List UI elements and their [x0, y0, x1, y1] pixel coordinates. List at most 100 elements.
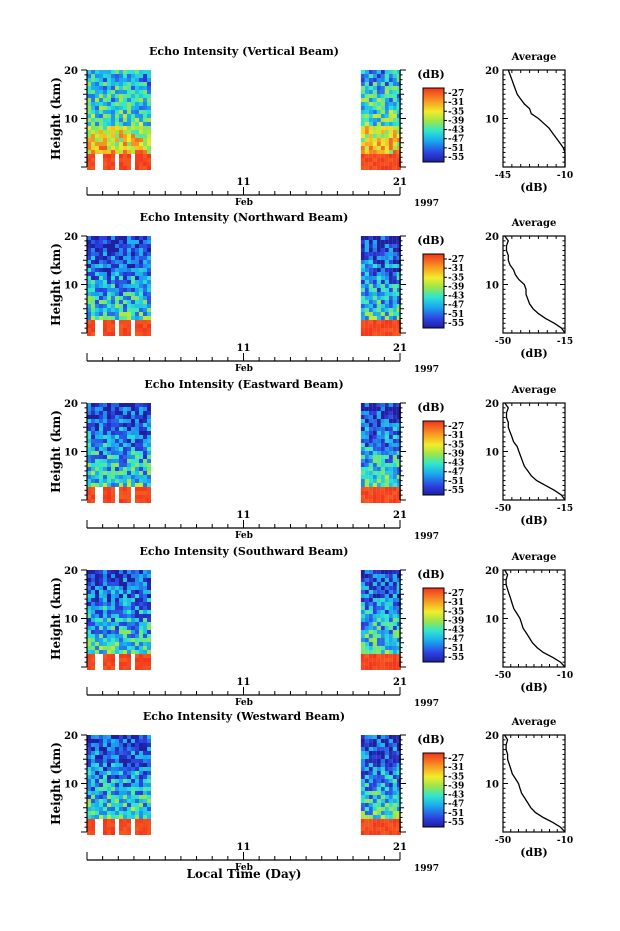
panel-title: Echo Intensity (Southward Beam) [140, 545, 349, 558]
y-axis-label: Height (km) [49, 410, 63, 493]
time-tick-label: 11 [237, 343, 251, 354]
colorbar-tick-label: -47 [448, 800, 464, 810]
profile-frame [502, 734, 566, 833]
heatmap-cells [87, 735, 401, 835]
colorbar-tick-label: -39 [448, 616, 464, 626]
profile-title: Average [511, 218, 557, 229]
month-label: Feb [235, 698, 253, 708]
profile-x-tick-label: -45 [495, 171, 511, 181]
average-profile: Average 10 20 -50 -15 (dB) [485, 385, 573, 527]
colorbar-tick-label: -51 [448, 477, 464, 487]
colorbar-tick-label: -35 [448, 107, 464, 117]
colorbar-tick-label: -55 [448, 153, 464, 163]
y-tick-label: 20 [64, 66, 78, 77]
y-axis-label: Height (km) [49, 77, 63, 160]
profile-frame [502, 69, 566, 168]
panel-westward-beam: Echo Intensity (Westward Beam)1020Height… [49, 710, 573, 874]
colorbar-tick-label: -31 [448, 763, 464, 773]
y-tick-label: 20 [64, 731, 78, 742]
colorbar-tick-label: -47 [448, 135, 464, 145]
time-tick-label: 21 [393, 343, 407, 354]
profile-y-tick-label: 10 [485, 780, 499, 791]
y-tick-label: 10 [64, 615, 78, 626]
colorbar-tick-label: -43 [448, 292, 464, 302]
profile-y-tick-label: 20 [485, 566, 499, 577]
profile-line [504, 569, 566, 668]
profile-x-tick-label: -50 [495, 671, 511, 681]
panel-southward-beam: Echo Intensity (Southward Beam) 10 20 Heigh… [49, 545, 573, 709]
colorbar-tick-label: -51 [448, 310, 464, 320]
y-axis-label: Height (km) [49, 243, 63, 326]
colorbar-tick-label: -43 [448, 459, 464, 469]
colorbar-tick-label: -43 [448, 626, 464, 636]
colorbar-tick-label: -31 [448, 264, 464, 274]
colorbar-tick-label: -31 [448, 431, 464, 441]
y-ticks [81, 235, 406, 334]
profile-line [504, 235, 566, 334]
y-ticks [81, 402, 406, 501]
profile-y-tick-label: 20 [485, 731, 499, 742]
profile-x-tick-label: -50 [495, 337, 511, 347]
colorbar-unit: (dB) [417, 733, 444, 746]
profile-line [504, 734, 566, 833]
colorbar-tick-label: -27 [448, 754, 464, 764]
heatmap-cells [87, 70, 401, 170]
colorbar-tick-label: -27 [448, 589, 464, 599]
year-label: 1997 [414, 199, 439, 209]
profile-y-tick-label: 10 [485, 115, 499, 126]
colorbar-tick-label: -35 [448, 440, 464, 450]
colorbar [422, 87, 445, 163]
time-tick-label: 21 [393, 510, 407, 521]
colorbar-unit: (dB) [417, 68, 444, 81]
colorbar-tick-label: -27 [448, 422, 464, 432]
y-tick-label: 20 [64, 399, 78, 410]
profile-x-label: (dB) [520, 347, 547, 360]
colorbar-unit: (dB) [417, 401, 444, 414]
profile-x-tick-label: -10 [557, 171, 573, 181]
profile-line [504, 402, 566, 501]
y-axis-label: Height (km) [49, 742, 63, 825]
time-tick-label: 11 [237, 842, 251, 853]
colorbar-tick-label: -27 [448, 255, 464, 265]
profile-line [507, 69, 566, 167]
profile-title: Average [511, 52, 557, 63]
y-ticks [81, 569, 406, 668]
month-label: Feb [235, 863, 253, 873]
profile-y-tick-label: 10 [485, 281, 499, 292]
colorbar [422, 420, 445, 496]
time-tick-label: 11 [237, 510, 251, 521]
profile-y-tick-label: 10 [485, 615, 499, 626]
profile-x-label: (dB) [520, 681, 547, 694]
profile-x-tick-label: -10 [557, 836, 573, 846]
profile-x-tick-label: -50 [495, 836, 511, 846]
colorbar-tick-label: -39 [448, 282, 464, 292]
y-tick-label: 20 [64, 232, 78, 243]
profile-x-tick-label: -10 [557, 671, 573, 681]
heatmap-cells [87, 570, 401, 670]
profile-x-tick-label: -15 [557, 504, 573, 514]
colorbar-unit: (dB) [417, 568, 444, 581]
heatmap-cells [87, 403, 401, 503]
y-tick-label: 10 [64, 115, 78, 126]
profile-x-tick-label: -50 [495, 504, 511, 514]
profile-title: Average [511, 717, 557, 728]
time-tick-label: 21 [393, 842, 407, 853]
time-tick-label: 11 [237, 677, 251, 688]
colorbar-tick-label: -35 [448, 772, 464, 782]
time-tick-label: 21 [393, 177, 407, 188]
colorbar-tick-label: -55 [448, 486, 464, 496]
y-axis-label: Height (km) [49, 577, 63, 660]
x-axis-label: Local Time (Day) [187, 867, 302, 881]
panel-northward-beam: Echo Intensity (Northward Beam)1020Heigh… [49, 211, 573, 375]
colorbar-tick-label: -51 [448, 144, 464, 154]
profile-x-tick-label: -15 [557, 337, 573, 347]
average-profile: Average 10 20 -50 -15 (dB) [485, 218, 573, 360]
colorbar-tick-label: -55 [448, 653, 464, 663]
month-label: Feb [235, 364, 253, 374]
colorbar-tick-label: -35 [448, 273, 464, 283]
month-label: Feb [235, 531, 253, 541]
colorbar-tick-label: -39 [448, 449, 464, 459]
month-label: Feb [235, 198, 253, 208]
profile-title: Average [511, 385, 557, 396]
colorbar-unit: (dB) [417, 234, 444, 247]
